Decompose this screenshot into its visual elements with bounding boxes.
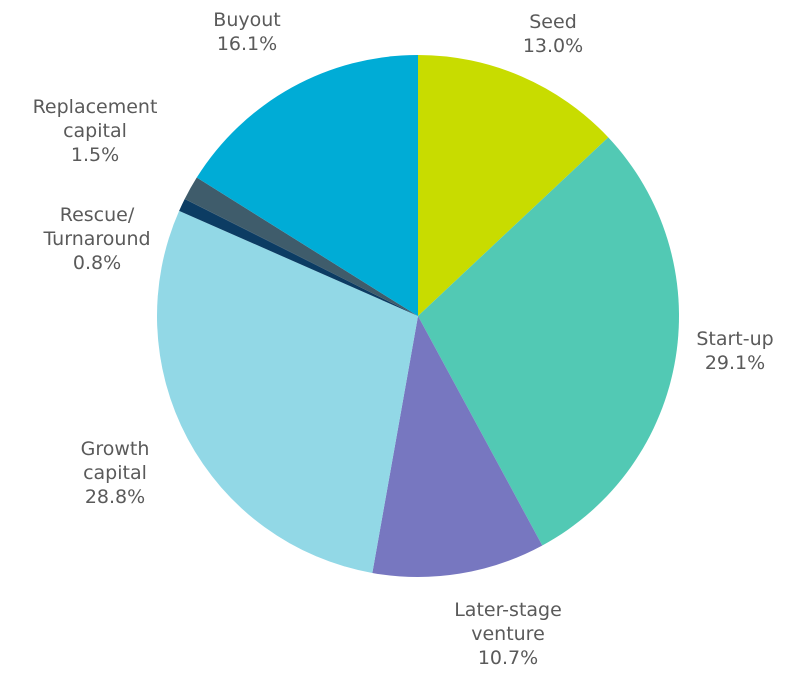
label-line: Later-stage xyxy=(454,599,562,621)
pie-slice xyxy=(184,177,418,316)
label-line: Rescue/ xyxy=(60,204,135,226)
label-line: capital xyxy=(63,120,127,142)
label-line: Seed xyxy=(529,11,577,33)
value-label: 28.8% xyxy=(85,486,145,508)
value-label: 1.5% xyxy=(71,144,119,166)
label-line: venture xyxy=(471,623,545,645)
slice-label: Start-up 29.1% xyxy=(696,328,773,374)
label-line: Replacement xyxy=(33,96,158,118)
label-line: Start-up xyxy=(696,328,773,350)
label-line: Turnaround xyxy=(42,228,150,250)
slice-label: Replacement capital 1.5% xyxy=(33,96,158,166)
value-label: 29.1% xyxy=(705,352,765,374)
pie-slice xyxy=(179,198,418,316)
slice-label: Seed 13.0% xyxy=(523,11,583,57)
label-line: Growth xyxy=(81,438,150,460)
pie-slice xyxy=(418,137,679,546)
slice-label: Growth capital 28.8% xyxy=(81,438,150,508)
pie-slice xyxy=(372,316,543,577)
label-line: Buyout xyxy=(213,9,280,31)
pie-slice xyxy=(157,210,418,573)
slice-label: Later-stage venture 10.7% xyxy=(454,599,562,669)
value-label: 16.1% xyxy=(217,33,277,55)
value-label: 0.8% xyxy=(73,252,121,274)
slice-label: Buyout 16.1% xyxy=(213,9,280,55)
pie-slice xyxy=(196,54,418,316)
label-line: capital xyxy=(83,462,147,484)
pie-slice xyxy=(418,55,609,316)
value-label: 10.7% xyxy=(478,647,538,669)
slice-label: Rescue/Turnaround 0.8% xyxy=(42,204,150,274)
value-label: 13.0% xyxy=(523,35,583,57)
